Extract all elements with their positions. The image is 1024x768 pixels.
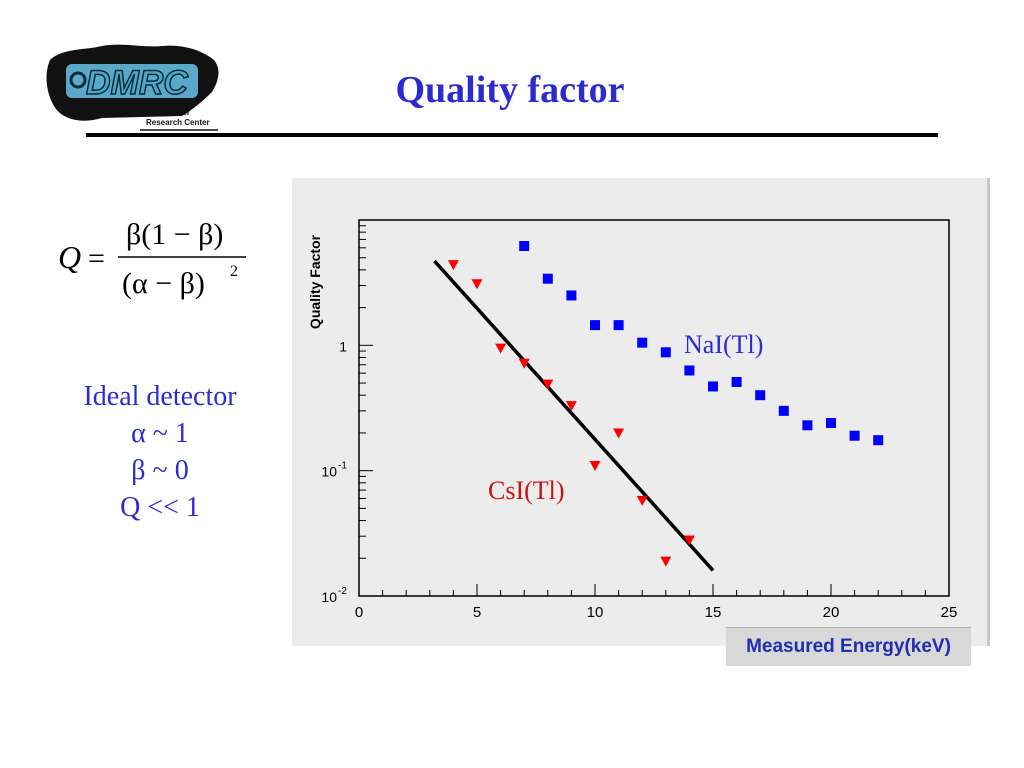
data-markers [447,241,884,567]
logo-name: DMRC [86,64,188,102]
marker-square [802,420,813,431]
marker-square [731,376,742,387]
marker-square [849,430,860,441]
marker-triangle [495,343,507,354]
fit-line-triangle-down [433,259,715,572]
y-tick-label: 10 [321,464,337,480]
y-tick-labels: 10 -210 -11 [321,338,347,605]
ideal-beta: β ~ 0 [131,455,189,486]
fit-lines [433,259,715,572]
marker-triangle [636,495,648,506]
marker-triangle [613,428,625,439]
series-label-nai: NaI(Tl) [684,330,763,359]
plot-panel [292,178,989,646]
marker-square [684,365,695,376]
marker-triangle [471,279,483,290]
y-tick-label: 10 [321,589,337,605]
formula-lhs: Q [58,239,81,275]
logo-subtitle-line1: Dark Matter [146,108,190,117]
marker-triangle [447,260,459,271]
marker-triangle [542,379,554,390]
ideal-detector-notes: Ideal detector α ~ 1 β ~ 0 Q << 1 [40,378,280,526]
x-axis-label-box: Measured Energy(keV) [726,627,971,666]
axis-ticks [358,225,950,597]
plot-frame [358,219,950,597]
ideal-alpha: α ~ 1 [131,418,189,449]
series-label-csi: CsI(Tl) [488,476,565,505]
marker-triangle [683,535,695,546]
y-axis-label: Quality Factor [307,234,323,329]
formula-equals: = [88,242,105,275]
plot-panel-shadow [987,178,990,646]
logo-subtitle-line2: Research Center [146,118,210,127]
marker-square [566,290,577,301]
y-tick-exponent: -1 [338,461,347,472]
marker-square [613,320,624,331]
marker-triangle [589,460,601,471]
x-tick-label: 10 [587,604,604,621]
marker-square [778,405,789,416]
title-divider [86,133,938,137]
marker-triangle [660,556,672,567]
marker-square [755,390,766,401]
marker-square [660,347,671,358]
x-tick-label: 15 [705,604,722,621]
x-tick-label: 20 [823,604,840,621]
marker-triangle [518,358,530,369]
logo-ribbon [66,64,198,98]
x-tick-labels: 0 5 10 15 20 25 [355,604,958,621]
marker-triangle [565,401,577,412]
dmrc-logo: DMRC Dark Matter Research Center [46,44,219,131]
ideal-detector-heading: Ideal detector [83,381,237,412]
quality-factor-chart: 0 5 10 15 20 25 10 -210 -11 Quality Factor NaI(… [307,219,958,621]
x-tick-label: 25 [941,604,958,621]
formula-exponent: 2 [230,263,238,280]
marker-square [826,418,836,429]
y-tick-label: 1 [339,338,347,354]
logo-dot [69,71,87,89]
marker-square [590,320,600,331]
y-tick-exponent: -2 [338,586,347,597]
formula-denominator: (α − β) [122,267,205,300]
marker-square [637,337,648,348]
slide-title: Quality factor [395,69,625,111]
marker-square [873,435,884,446]
marker-square [542,273,553,284]
marker-square [519,241,530,252]
quality-factor-formula: Q = β(1 − β) (α − β) 2 [58,218,246,300]
marker-square [708,381,718,392]
x-axis-label: Measured Energy(keV) [746,636,951,657]
ideal-q: Q << 1 [120,492,200,523]
x-tick-label: 5 [473,604,481,621]
formula-numerator: β(1 − β) [126,218,223,251]
x-tick-label: 0 [355,604,363,621]
